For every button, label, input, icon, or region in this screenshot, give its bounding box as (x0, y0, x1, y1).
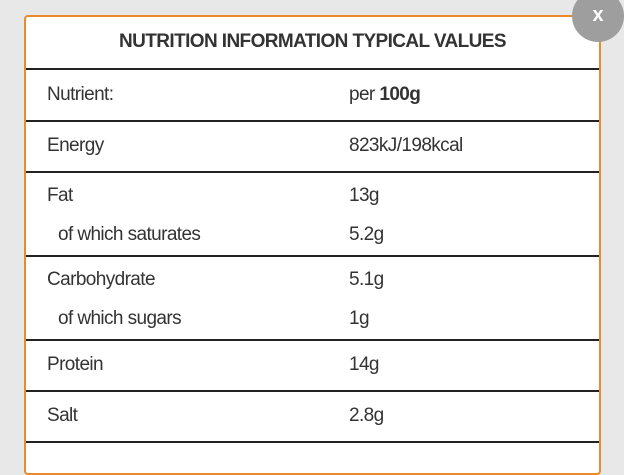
value: 823kJ/198kcal (349, 135, 463, 156)
divider (26, 68, 599, 70)
column-header: per 100g (349, 84, 421, 106)
per-label: per (349, 84, 375, 105)
table-title: NUTRITION INFORMATION TYPICAL VALUES (119, 31, 507, 52)
nutrition-modal: NUTRITION INFORMATION TYPICAL VALUES Nut… (24, 15, 601, 475)
divider (26, 390, 599, 392)
page: NUTRITION INFORMATION TYPICAL VALUES Nut… (24, 0, 624, 475)
nutrient: Fat (47, 185, 73, 206)
nutrient: Salt (47, 405, 78, 426)
divider (26, 255, 599, 257)
per-amount: 100g (379, 84, 421, 105)
sub-nutrient: of which sugars (58, 308, 182, 329)
divider (26, 171, 599, 173)
nutrient: Protein (47, 354, 104, 375)
value: 14g (349, 354, 380, 375)
value: 5.1g (349, 269, 384, 290)
value: 1g (349, 308, 370, 329)
sub-nutrient: of which saturates (58, 224, 201, 245)
nutrient: Energy (47, 135, 104, 156)
value: 2.8g (349, 405, 384, 426)
divider (26, 120, 599, 122)
close-button[interactable]: x (572, 0, 624, 42)
divider (26, 339, 599, 341)
divider (26, 441, 599, 443)
column-header: Nutrient: (47, 84, 114, 105)
value: 5.2g (349, 224, 384, 245)
value: 13g (349, 185, 380, 206)
nutrient: Carbohydrate (47, 269, 156, 290)
